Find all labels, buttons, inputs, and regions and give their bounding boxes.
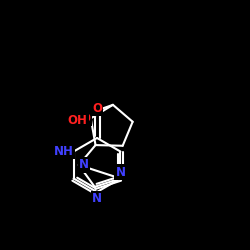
Text: O: O [81, 112, 91, 125]
Text: N: N [79, 158, 89, 172]
Text: N: N [92, 192, 102, 205]
Text: OH: OH [68, 114, 87, 127]
Text: O: O [92, 102, 102, 115]
Text: NH: NH [54, 145, 74, 158]
Text: N: N [116, 166, 126, 178]
